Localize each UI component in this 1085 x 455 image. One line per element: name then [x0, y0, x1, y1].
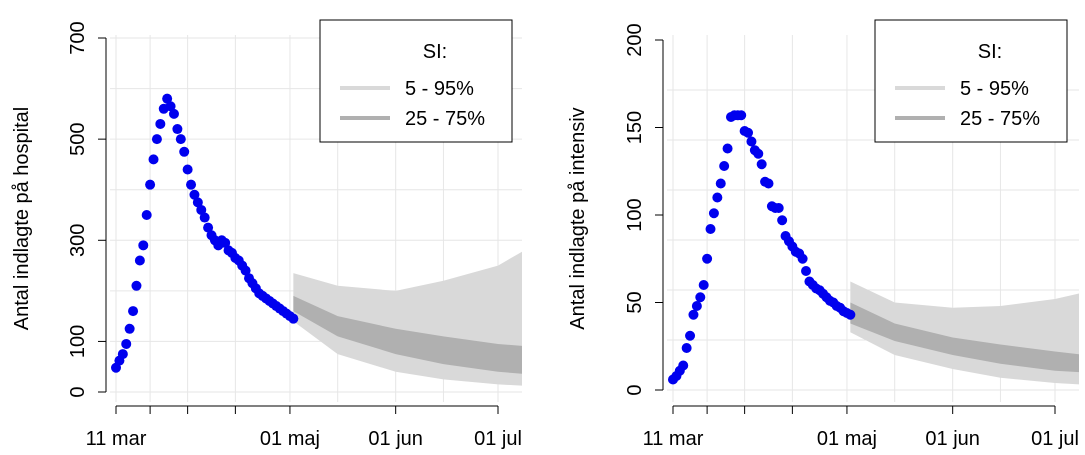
x-tick-label: 01 jun	[925, 428, 980, 450]
data-point	[743, 127, 754, 138]
data-point	[777, 215, 788, 226]
data-point	[117, 349, 128, 360]
data-point	[715, 178, 726, 189]
y-tick-label: 100	[624, 198, 646, 231]
legend-label: 25 - 75%	[405, 108, 485, 130]
x-tick-label: 01 jul	[1031, 428, 1079, 450]
data-point	[688, 309, 699, 320]
data-point	[712, 192, 723, 203]
data-point	[681, 343, 692, 353]
legend-label: 5 - 95%	[960, 78, 1029, 100]
data-point	[708, 208, 719, 219]
y-tick-label: 500	[67, 122, 89, 155]
legend-title: SI:	[978, 41, 1002, 63]
data-point	[288, 313, 299, 324]
data-point	[220, 237, 231, 248]
data-point	[695, 292, 706, 303]
x-tick-label: 11 mar	[86, 428, 147, 450]
x-tick-label: 01 jul	[474, 428, 522, 450]
y-tick-label: 200	[624, 23, 646, 56]
data-point	[145, 179, 156, 190]
data-point	[128, 306, 139, 317]
data-point	[192, 197, 203, 208]
x-tick-label: 01 maj	[260, 428, 320, 450]
y-tick-label: 100	[67, 325, 89, 358]
data-point	[685, 330, 696, 341]
data-point	[151, 134, 162, 145]
x-tick-label: 11 mar	[643, 428, 704, 450]
data-point	[121, 338, 132, 349]
data-point	[719, 161, 730, 171]
y-tick-label: 150	[624, 111, 646, 144]
y-axis-title: Antal indlagte på hospital	[11, 107, 33, 331]
legend-title: SI:	[423, 41, 447, 63]
data-point	[124, 323, 135, 334]
data-point	[134, 255, 145, 266]
chart-hospital: 0 100 300 500 700 11 mar 01 maj 01 jun 01 jul Ant…	[11, 19, 522, 450]
y-axis-title: Antal indlagte på intensiv	[567, 107, 589, 329]
data-point	[240, 265, 251, 276]
data-point	[199, 212, 210, 223]
x-tick-label: 01 maj	[817, 428, 877, 450]
data-point	[138, 240, 149, 251]
data-point	[801, 266, 812, 276]
data-point	[746, 136, 757, 147]
data-point	[155, 118, 166, 129]
data-point	[756, 159, 767, 170]
data-point	[691, 301, 702, 311]
data-point	[773, 203, 784, 213]
legend-box	[874, 19, 1068, 143]
data-point	[131, 280, 142, 291]
y-tick-label: 0	[67, 386, 89, 397]
data-point	[797, 253, 808, 264]
legend: SI: 5 - 95% 25 - 75%	[874, 19, 1068, 143]
data-point	[702, 253, 713, 264]
data-point	[165, 101, 176, 112]
y-tick-label: 0	[624, 384, 646, 395]
data-point	[172, 124, 183, 135]
plot-area	[110, 35, 522, 402]
data-point	[182, 164, 193, 175]
y-tick-label: 50	[624, 291, 646, 313]
y-tick-label: 300	[67, 224, 89, 257]
data-point	[196, 204, 207, 215]
data-point	[186, 179, 197, 190]
chart-intensive: 0 50 100 150 200 11 mar 01 maj 01 jun 01 jul Anta…	[567, 19, 1079, 450]
legend-label: 5 - 95%	[405, 78, 474, 100]
data-point	[162, 93, 173, 104]
ci-band-25-75	[293, 295, 522, 374]
ci-band-25-75	[850, 302, 1079, 373]
data-point	[678, 360, 689, 371]
legend-label: 25 - 75%	[960, 108, 1040, 130]
data-point	[168, 108, 179, 119]
data-point	[845, 309, 856, 320]
data-point	[189, 189, 200, 200]
data-point	[175, 134, 186, 145]
data-point	[722, 143, 733, 154]
y-tick-label: 700	[67, 21, 89, 54]
data-point	[179, 146, 190, 157]
data-point	[763, 178, 774, 189]
data-point	[148, 154, 159, 165]
data-point	[753, 148, 764, 159]
data-point	[141, 210, 152, 220]
data-point	[705, 224, 716, 234]
data-point	[203, 222, 214, 233]
legend: SI: 5 - 95% 25 - 75%	[319, 19, 513, 143]
data-point	[736, 110, 747, 121]
data-point	[698, 280, 709, 290]
x-tick-label: 01 jun	[368, 428, 423, 450]
legend-box	[319, 19, 513, 143]
